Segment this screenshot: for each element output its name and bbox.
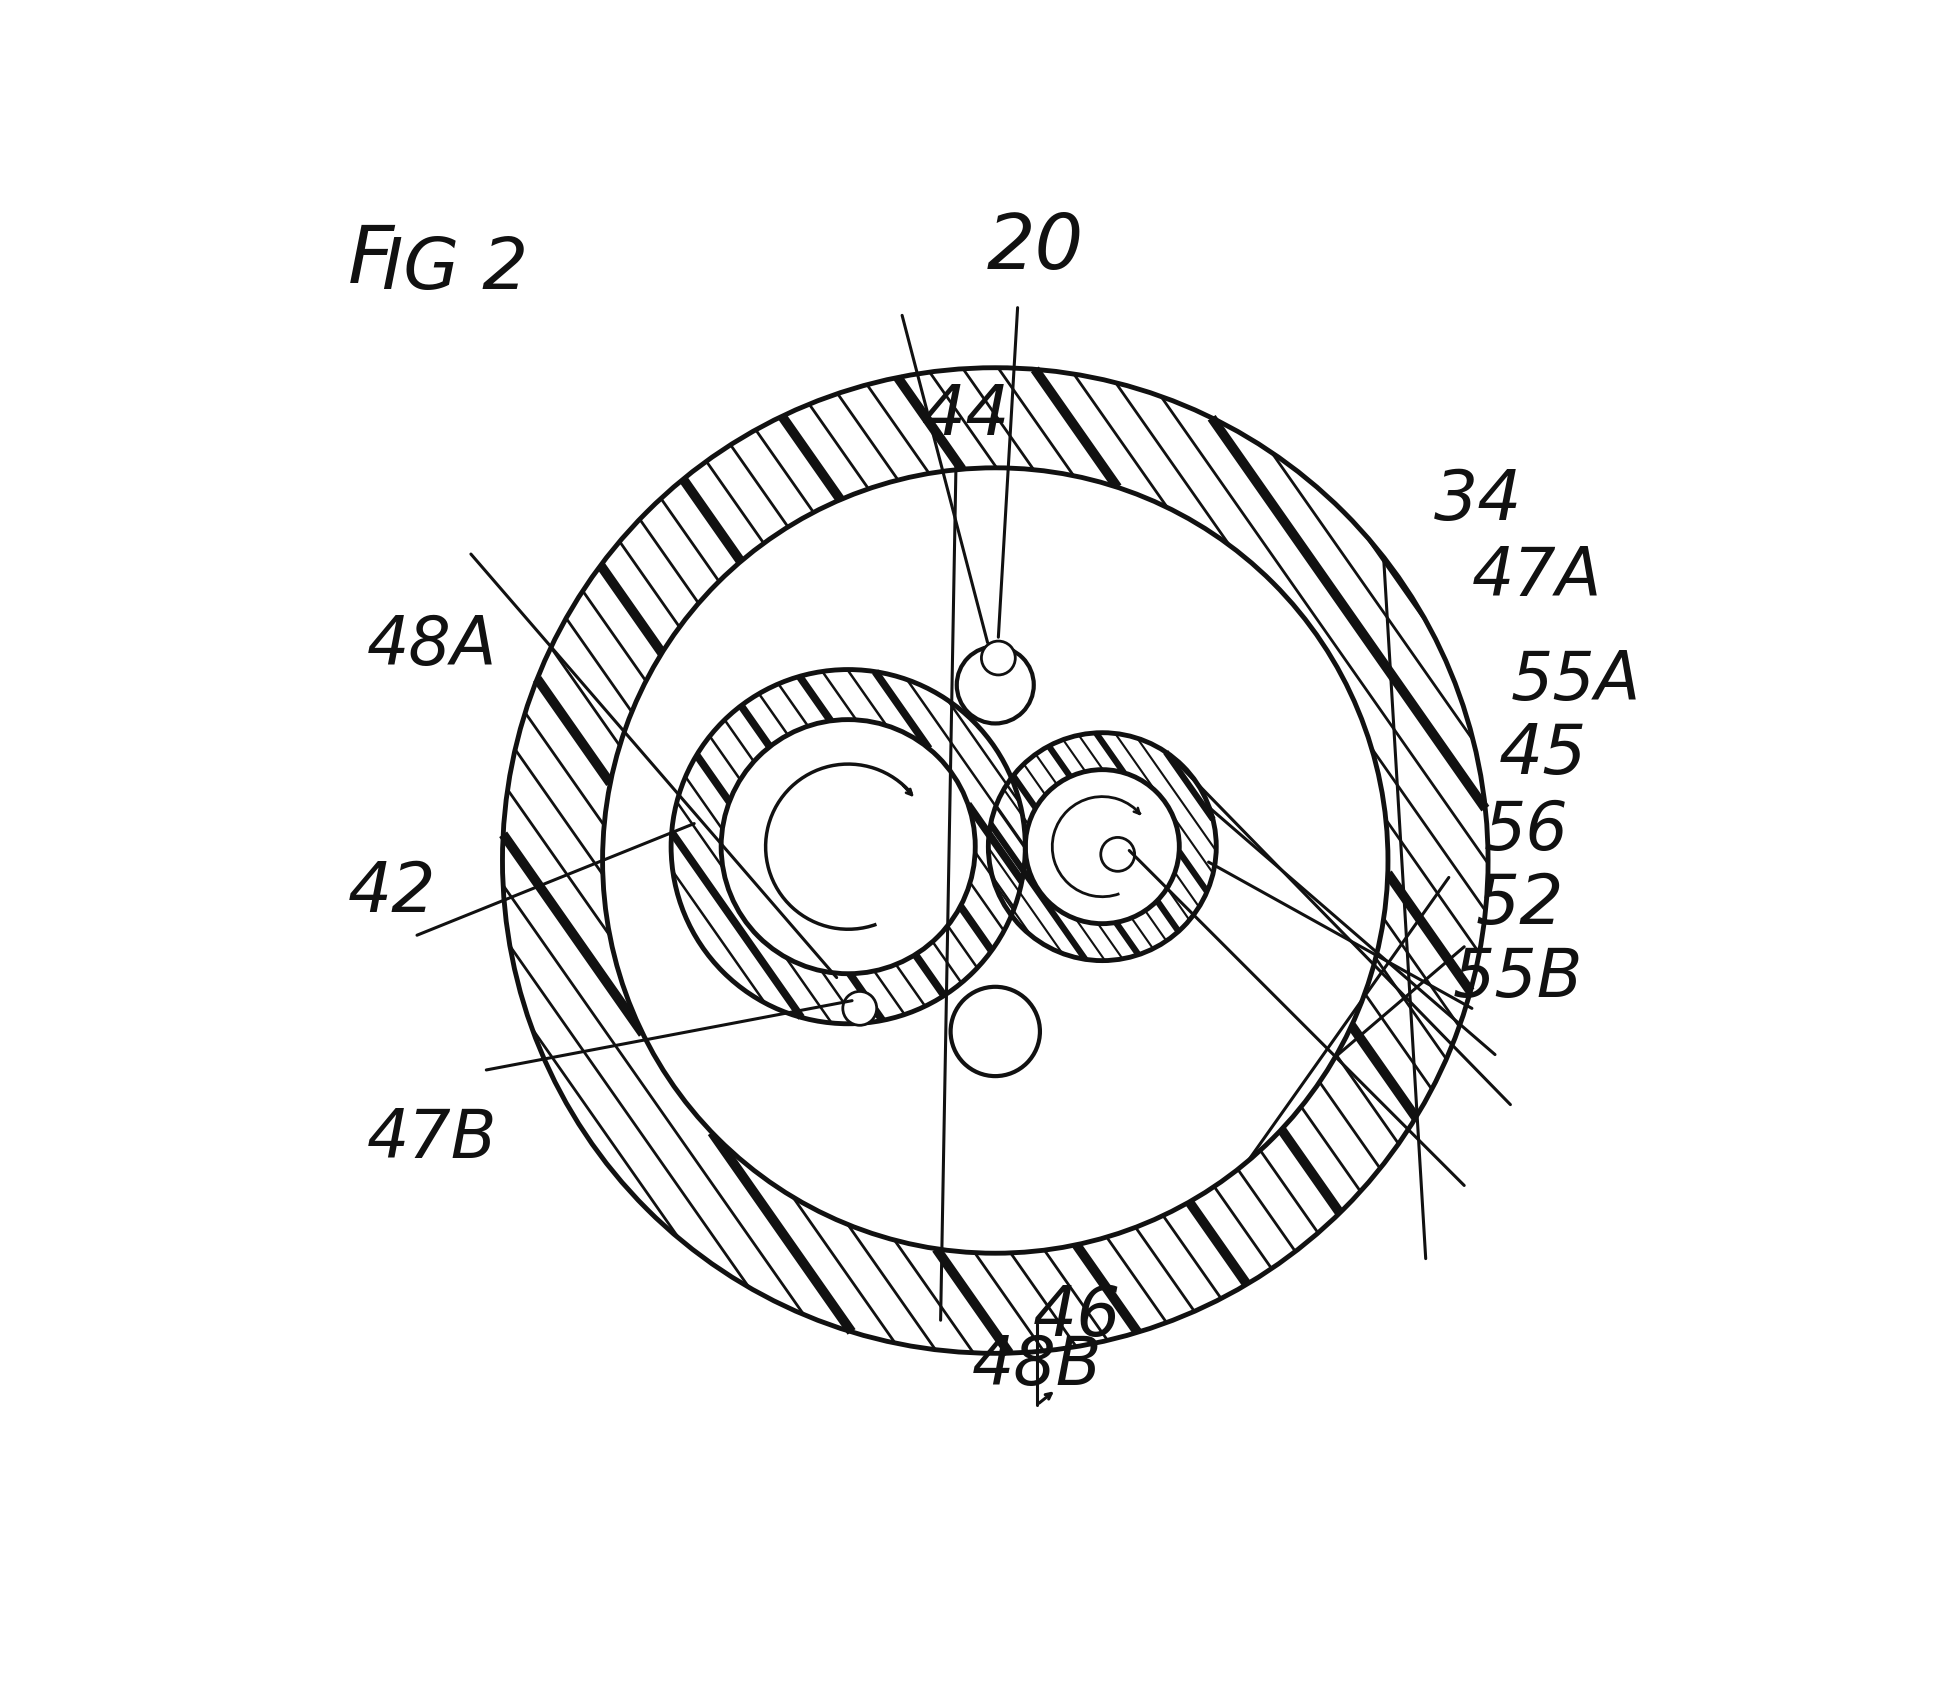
- Circle shape: [602, 469, 1389, 1252]
- Text: 48B: 48B: [971, 1334, 1101, 1399]
- Text: 55B: 55B: [1453, 944, 1583, 1010]
- Text: 20: 20: [987, 211, 1084, 285]
- Text: 42: 42: [348, 859, 437, 927]
- Text: 34: 34: [1433, 467, 1523, 533]
- Text: 46: 46: [1033, 1283, 1122, 1350]
- Circle shape: [843, 992, 876, 1026]
- Circle shape: [720, 719, 975, 973]
- Text: 52: 52: [1476, 871, 1563, 937]
- Text: 47B: 47B: [367, 1106, 497, 1172]
- Text: 48A: 48A: [367, 613, 497, 680]
- Text: 55A: 55A: [1511, 648, 1641, 714]
- Circle shape: [1101, 837, 1134, 871]
- Circle shape: [952, 987, 1039, 1077]
- Text: 56: 56: [1484, 797, 1569, 864]
- Circle shape: [957, 646, 1033, 724]
- Text: 45: 45: [1499, 721, 1587, 787]
- Text: 47A: 47A: [1472, 544, 1602, 610]
- Text: F: F: [348, 222, 394, 300]
- Text: 44: 44: [921, 382, 1010, 448]
- Text: IG 2: IG 2: [383, 235, 528, 303]
- Circle shape: [1025, 770, 1179, 924]
- Circle shape: [981, 641, 1016, 675]
